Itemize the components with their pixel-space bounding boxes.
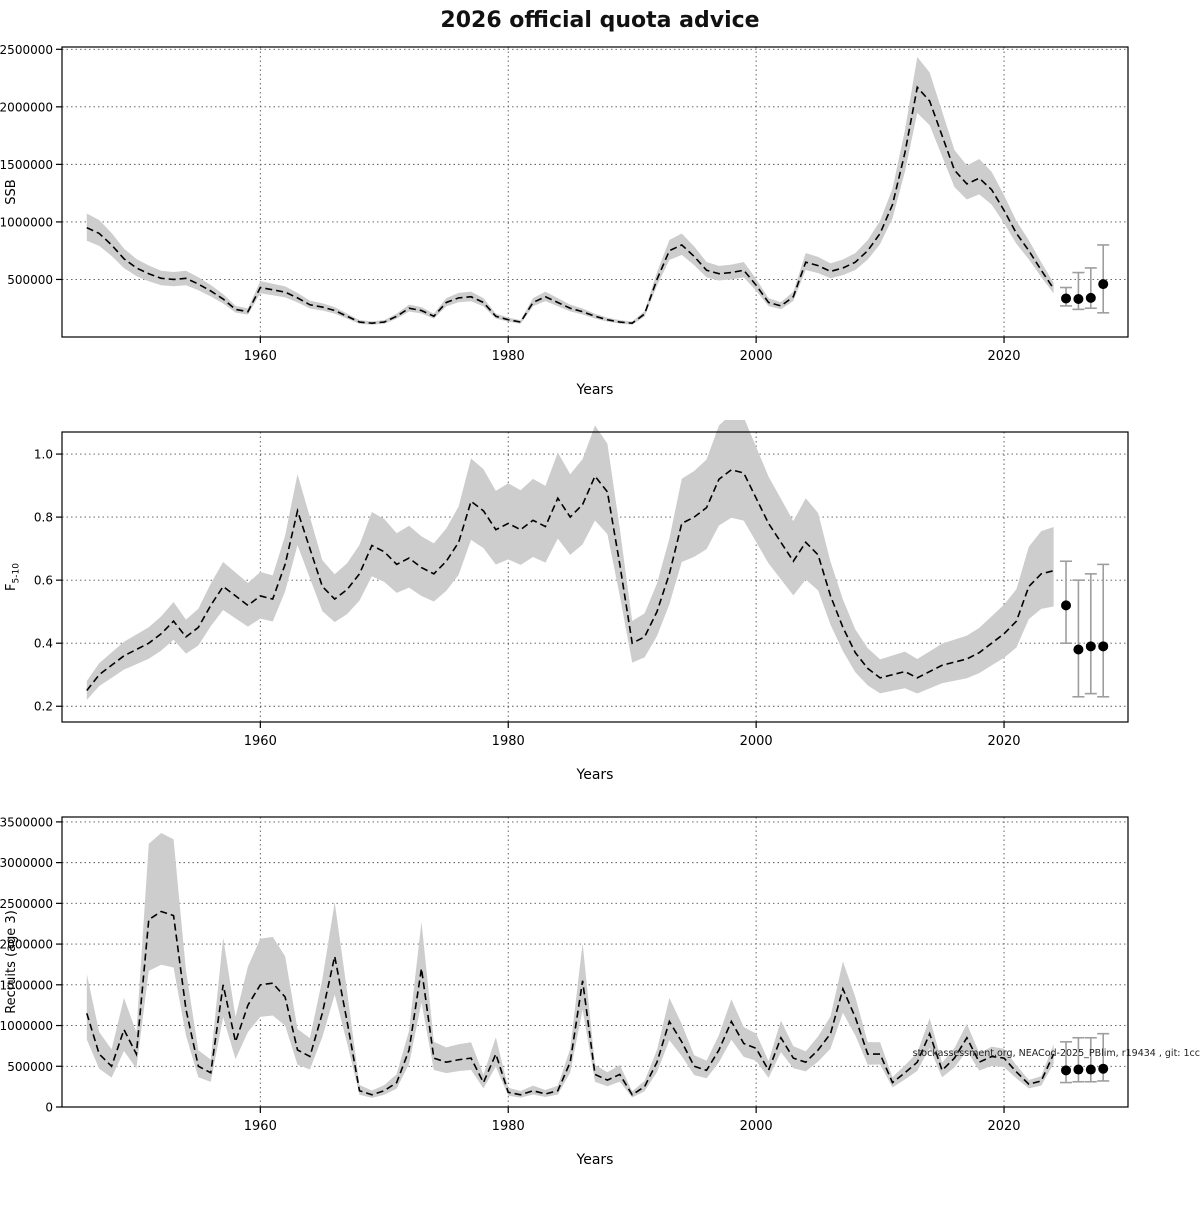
svg-text:500000: 500000 [7, 273, 53, 287]
x-axis-label: Years [576, 1152, 614, 1168]
confidence-band [86, 420, 1054, 700]
recruits-chart-panel: 1960 1980 2000 2020 0 500000 1000000 1500000 200… [0, 805, 1200, 1190]
svg-text:2020: 2020 [987, 349, 1020, 364]
fishing-mortality-chart: 1960 1980 2000 2020 0.2 0.4 0.6 0.8 1.0 Years F5-1… [4, 420, 1129, 783]
forecast-points [1060, 244, 1110, 314]
svg-text:1960: 1960 [244, 734, 277, 749]
svg-text:3500000: 3500000 [0, 815, 53, 829]
svg-text:1000000: 1000000 [0, 1019, 53, 1033]
ssb-chart-panel: 1960 1980 2000 2020 500000 1000000 1500000 2000… [0, 35, 1200, 420]
estimate-line [86, 910, 1055, 1096]
grid-lines [62, 47, 1128, 337]
svg-text:1960: 1960 [244, 1119, 277, 1134]
forecast-points [1060, 1032, 1110, 1084]
svg-text:2500000: 2500000 [0, 43, 53, 57]
svg-text:1500000: 1500000 [0, 978, 53, 992]
svg-text:0.6: 0.6 [34, 574, 53, 588]
page-title: 2026 official quota advice [440, 8, 760, 33]
svg-text:500000: 500000 [7, 1060, 53, 1074]
svg-text:3000000: 3000000 [0, 856, 53, 870]
plot-box [61, 431, 1129, 723]
svg-text:1960: 1960 [244, 349, 277, 364]
watermark-text: stockassessment.org, NEACod-2025_PBlim, … [912, 1048, 1200, 1059]
axis-ticks: 1960 1980 2000 2020 500000 1000000 1500000 2000… [0, 43, 1021, 364]
svg-text:1500000: 1500000 [0, 158, 53, 172]
x-axis-label: Years [576, 767, 614, 783]
svg-text:2000: 2000 [740, 734, 773, 749]
svg-text:2020: 2020 [987, 1119, 1020, 1134]
confidence-band [86, 56, 1054, 325]
forecast-points [1060, 560, 1110, 698]
axis-ticks: 1960 1980 2000 2020 0 500000 1000000 1500000 200… [0, 815, 1021, 1134]
y-axis-label: SSB [4, 179, 19, 204]
svg-text:1980: 1980 [492, 734, 525, 749]
svg-text:2000000: 2000000 [0, 938, 53, 952]
svg-text:0.2: 0.2 [34, 700, 53, 714]
svg-text:2000000: 2000000 [0, 100, 53, 114]
y-axis-label: Recruits (age 3) [4, 910, 19, 1014]
recruits-chart: 1960 1980 2000 2020 0 500000 1000000 1500000 200… [0, 815, 1129, 1168]
plot-box [61, 46, 1129, 338]
svg-text:1980: 1980 [492, 1119, 525, 1134]
svg-text:2000: 2000 [740, 349, 773, 364]
svg-text:0.8: 0.8 [34, 511, 53, 525]
x-axis-label: Years [576, 382, 614, 398]
svg-text:1000000: 1000000 [0, 215, 53, 229]
estimate-line [86, 468, 1054, 691]
svg-text:1.0: 1.0 [34, 448, 53, 462]
quota-advice-page: 2026 official quota advice 1960 1980 2000 2… [0, 8, 1200, 1208]
estimate-line [86, 85, 1055, 325]
svg-text:1980: 1980 [492, 349, 525, 364]
axis-ticks: 1960 1980 2000 2020 0.2 0.4 0.6 0.8 1.0 [34, 448, 1021, 749]
plot-box [61, 816, 1129, 1108]
ssb-chart: 1960 1980 2000 2020 500000 1000000 1500000 2000… [0, 43, 1129, 398]
svg-text:2500000: 2500000 [0, 897, 53, 911]
y-axis-label: F5-10 [4, 563, 22, 591]
confidence-band [86, 832, 1054, 1098]
fishing-mortality-chart-panel: 1960 1980 2000 2020 0.2 0.4 0.6 0.8 1.0 Years F5-1… [0, 420, 1200, 805]
svg-text:0.4: 0.4 [34, 637, 53, 651]
svg-text:2000: 2000 [740, 1119, 773, 1134]
svg-text:2020: 2020 [987, 734, 1020, 749]
svg-text:0: 0 [45, 1101, 53, 1115]
